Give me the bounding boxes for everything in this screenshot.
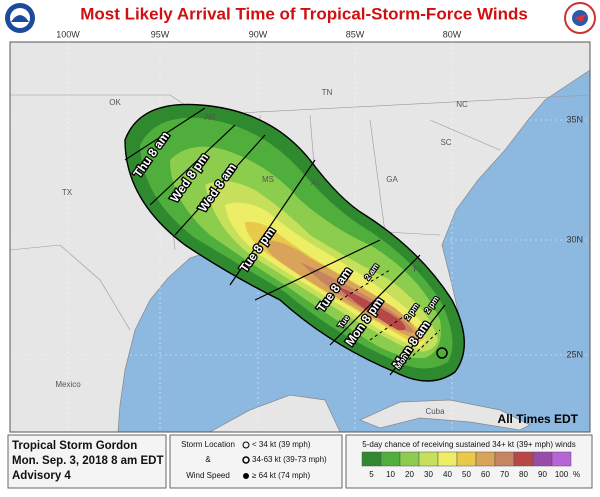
wind-class: ≥ 64 kt (74 mph) [252, 471, 311, 480]
noaa-logo [5, 3, 35, 33]
place-label: AR [204, 113, 215, 122]
scale-swatch [380, 451, 401, 467]
wind-class: 34-63 kt (39-73 mph) [252, 455, 327, 464]
storm-symbol [436, 347, 448, 359]
scale-label: 40 [443, 470, 452, 479]
lon-label: 85W [346, 29, 365, 39]
lat-label: 25N [566, 349, 583, 359]
scale-swatch [437, 451, 458, 467]
lon-label: 100W [56, 29, 80, 39]
scale-unit: % [573, 470, 580, 479]
title: Most Likely Arrival Time of Tropical-Sto… [80, 4, 528, 23]
info-box [7, 434, 167, 489]
time-lines [124, 107, 446, 376]
key-symbol [243, 473, 249, 479]
lon-label: 90W [249, 29, 268, 39]
place-label: TX [62, 188, 73, 197]
lon-label: 95W [151, 29, 170, 39]
scale-swatch [418, 451, 439, 467]
scale-label: 10 [386, 470, 395, 479]
place-label: MS [262, 175, 274, 184]
track [339, 269, 441, 369]
scale-label: 50 [462, 470, 471, 479]
scale-swatch [475, 451, 496, 467]
place-label: Mexico [55, 380, 81, 389]
map [9, 41, 591, 433]
scale-label: 80 [519, 470, 528, 479]
scale-swatch [494, 451, 515, 467]
probability-band [335, 285, 406, 331]
place-label: FL [413, 265, 423, 274]
wind-class: < 34 kt (39 mph) [252, 440, 311, 449]
scale-label: 30 [424, 470, 433, 479]
key-title: & [205, 455, 211, 464]
key-title: Wind Speed [186, 471, 230, 480]
place-label: AL [311, 178, 321, 187]
scale-swatch [513, 451, 534, 467]
place-label: OK [109, 98, 121, 107]
times-note: All Times EDT [498, 412, 579, 426]
scale-label: 100 [555, 470, 569, 479]
scale-swatch [551, 451, 572, 467]
scale-swatch [456, 451, 477, 467]
place-label: NC [456, 100, 468, 109]
scale-swatch [532, 451, 553, 467]
scale-label: 90 [538, 470, 547, 479]
lon-label: 80W [443, 29, 462, 39]
yucatan [209, 394, 341, 432]
lat-label: 35N [566, 114, 583, 124]
advisory-date: Mon. Sep. 3, 2018 8 am EDT [12, 455, 163, 467]
map-border [9, 41, 591, 433]
scale-label: 5 [369, 470, 374, 479]
scale-label: 70 [500, 470, 509, 479]
place-label: GA [386, 175, 398, 184]
place-label: TN [322, 88, 333, 97]
scale-title: 5-day chance of receiving sustained 34+ … [362, 440, 575, 449]
key-box [169, 434, 343, 489]
storm-name: Tropical Storm Gordon [12, 440, 137, 452]
nws-logo [564, 2, 596, 34]
key-symbol [242, 441, 250, 449]
key-title: Storm Location [181, 440, 235, 449]
key-symbol [242, 456, 250, 464]
advisory-number: Advisory 4 [12, 470, 71, 482]
probability-cone [125, 104, 465, 381]
scale-label: 60 [481, 470, 490, 479]
cuba [359, 399, 531, 431]
cone-outline [124, 103, 465, 382]
scale-swatch [361, 451, 382, 467]
scale-swatch [399, 451, 420, 467]
place-label: Cuba [425, 407, 445, 416]
place-label: SC [440, 138, 451, 147]
scale-label: 20 [405, 470, 414, 479]
lat-label: 30N [566, 234, 583, 244]
